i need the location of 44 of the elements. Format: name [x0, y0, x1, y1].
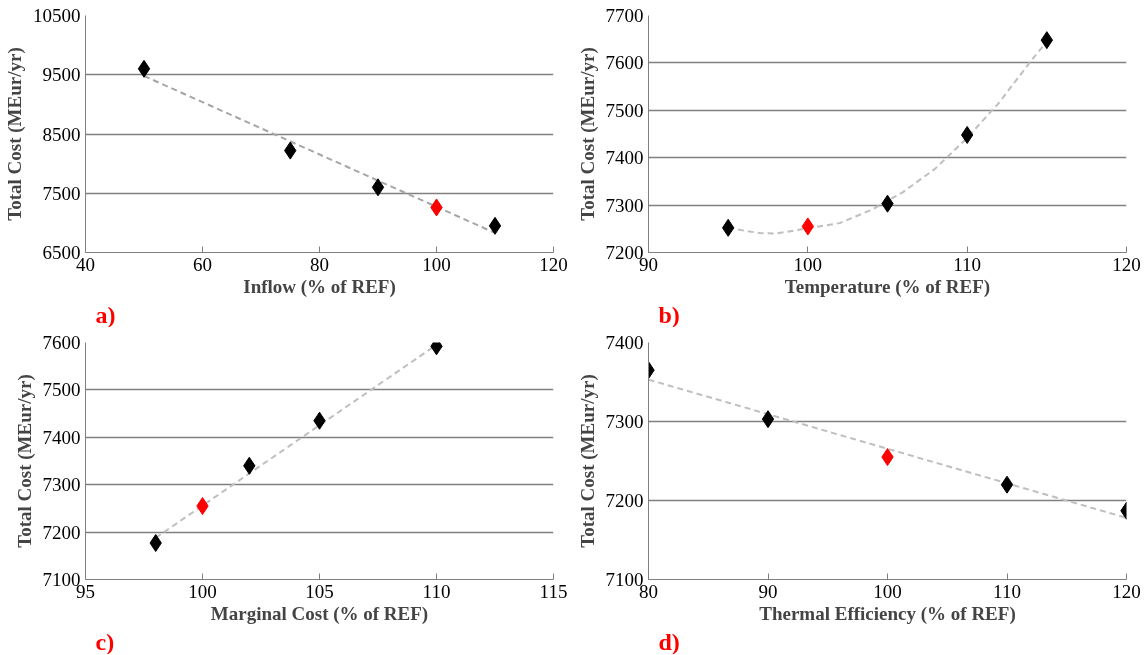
x-tick-label: 100 — [422, 253, 451, 275]
text: a) — [95, 301, 116, 328]
x-tick-label: 60 — [193, 253, 212, 275]
y-tick-label: 7400 — [605, 147, 644, 169]
x-axis-title: Marginal Cost (% of REF) — [210, 602, 429, 625]
y-axis-title: Total Cost (MEur/yr) — [576, 47, 599, 221]
y-tick-label: 7200 — [42, 521, 81, 543]
y-tick-label: 7300 — [42, 474, 81, 496]
text: b) — [658, 301, 680, 328]
x-axis-title: Temperature (% of REF) — [784, 275, 991, 298]
y-axis-title: Total Cost (MEur/yr) — [4, 47, 26, 221]
x-tick-label: 115 — [539, 580, 568, 602]
y-tick-label: 7500 — [42, 379, 81, 401]
y-tick-label: 7700 — [605, 5, 644, 26]
y-tick-label: 7500 — [42, 182, 81, 204]
y-tick-label: 9500 — [42, 64, 81, 86]
y-axis-title: Total Cost (MEur/yr) — [576, 374, 599, 548]
y-tick-label: 7400 — [605, 332, 644, 353]
x-tick-label: 120 — [539, 253, 568, 275]
x-tick-label: 110 — [953, 253, 982, 275]
x-tick-label: 110 — [422, 580, 451, 602]
x-axis-title: Inflow (% of REF) — [243, 275, 396, 298]
x-tick-label: 100 — [793, 253, 823, 275]
y-axis-title: Total Cost (MEur/yr) — [13, 374, 36, 548]
text: c) — [95, 628, 115, 655]
x-tick-label: 120 — [1112, 580, 1141, 602]
y-tick-label: 7600 — [42, 332, 81, 353]
y-tick-label: 7400 — [42, 426, 81, 448]
y-tick-label: 7300 — [605, 194, 644, 216]
text: d) — [658, 628, 680, 655]
y-tick-label: 8500 — [42, 123, 81, 145]
y-tick-label: 7600 — [605, 52, 644, 74]
x-tick-label: 110 — [993, 580, 1021, 602]
y-tick-label: 7500 — [605, 99, 644, 121]
x-tick-label: 90 — [758, 580, 778, 602]
y-tick-label: 7300 — [605, 411, 644, 432]
y-tick-label: 7200 — [605, 490, 644, 511]
x-tick-label: 100 — [873, 580, 902, 602]
x-axis-title: Thermal Efficiency (% of REF) — [759, 602, 1016, 625]
x-tick-label: 80 — [310, 253, 329, 275]
y-tick-label: 10500 — [33, 5, 81, 26]
x-tick-label: 120 — [1112, 253, 1141, 275]
x-tick-label: 100 — [188, 580, 217, 602]
x-tick-label: 105 — [305, 580, 334, 602]
